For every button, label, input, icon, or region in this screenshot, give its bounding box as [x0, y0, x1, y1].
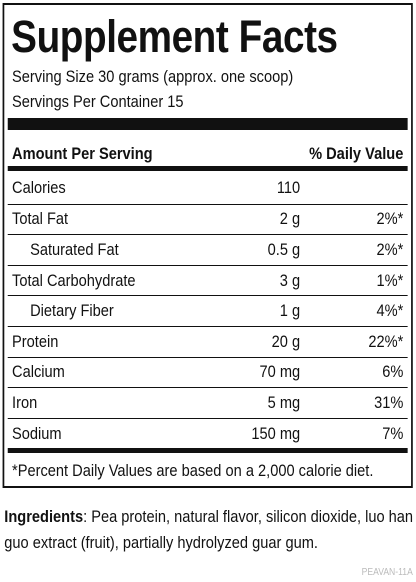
nutrient: Sodium [12, 423, 62, 443]
column-header: Amount Per Serving [12, 144, 153, 163]
daily-value: 2%* [376, 239, 404, 259]
amount: 0.5 g [267, 239, 301, 259]
row: Protein 20 g 22%* [7, 325, 408, 357]
row: Calories 110 [8, 173, 408, 204]
nutrient: Dietary Fiber [30, 301, 114, 321]
nutrient: Protein [12, 331, 59, 351]
table-header: Amount Per Serving % Daily Value [12, 144, 403, 164]
title: Supplement Facts [11, 11, 338, 62]
daily-value: 1%* [376, 270, 404, 290]
nutrient: Total Fat [12, 209, 69, 229]
amount: 150 mg [251, 423, 301, 443]
nutrient: Iron [12, 392, 38, 412]
nutrient: Total Carbohydrate [12, 270, 136, 290]
serving-size: Serving Size 30 grams (approx. one scoop… [12, 67, 294, 86]
product-code: PEAVAN-11A [361, 567, 413, 578]
nutrient: Calories [12, 178, 66, 198]
row: Iron 5 mg 31% [7, 387, 408, 418]
row: Total Carbohydrate 3 g 1%* [7, 264, 408, 296]
daily-value: 7% [382, 423, 404, 443]
daily-value: 4%* [376, 301, 404, 321]
amount: 110 [276, 178, 301, 198]
daily-value: 31% [374, 392, 404, 412]
servings-per-container: Servings Per Container 15 [12, 92, 184, 111]
daily-value: 22%* [368, 331, 404, 351]
ingredients-label: Ingredients [4, 507, 84, 526]
amount: 1 g [279, 301, 301, 321]
nutrient: Saturated Fat [30, 239, 119, 259]
ingredients: Ingredients: Pea protein, natural flavor… [4, 504, 413, 556]
amount: 5 mg [267, 392, 301, 412]
amount: 3 g [279, 270, 301, 290]
divider [7, 448, 408, 453]
amount: 2 g [279, 209, 301, 229]
row: Dietary Fiber 1 g 4%* [7, 295, 408, 326]
row: Sodium 150 mg 7% [7, 417, 408, 449]
row: Calcium 70 mg 6% [7, 356, 408, 388]
divider [7, 118, 408, 130]
amount: 20 g [271, 331, 301, 351]
daily-value: 6% [382, 362, 404, 382]
table-body: Calories 110 Total Fat 2 g 2%* Saturated Fa… [7, 173, 408, 449]
ingredients-text: : Pea protein, natural flavor, silicon d… [4, 507, 414, 552]
row: Saturated Fat 0.5 g 2%* [7, 234, 408, 265]
row: Total Fat 2 g 2%* [7, 203, 408, 235]
nutrient: Calcium [12, 362, 65, 382]
facts-box: Supplement Facts Serving Size 30 grams (… [2, 3, 413, 488]
footnote: *Percent Daily Values are based on a 2,0… [12, 461, 374, 480]
divider [7, 166, 408, 171]
amount: 70 mg [259, 362, 301, 382]
daily-value: 2%* [376, 209, 404, 229]
column-header: % Daily Value [309, 144, 404, 163]
